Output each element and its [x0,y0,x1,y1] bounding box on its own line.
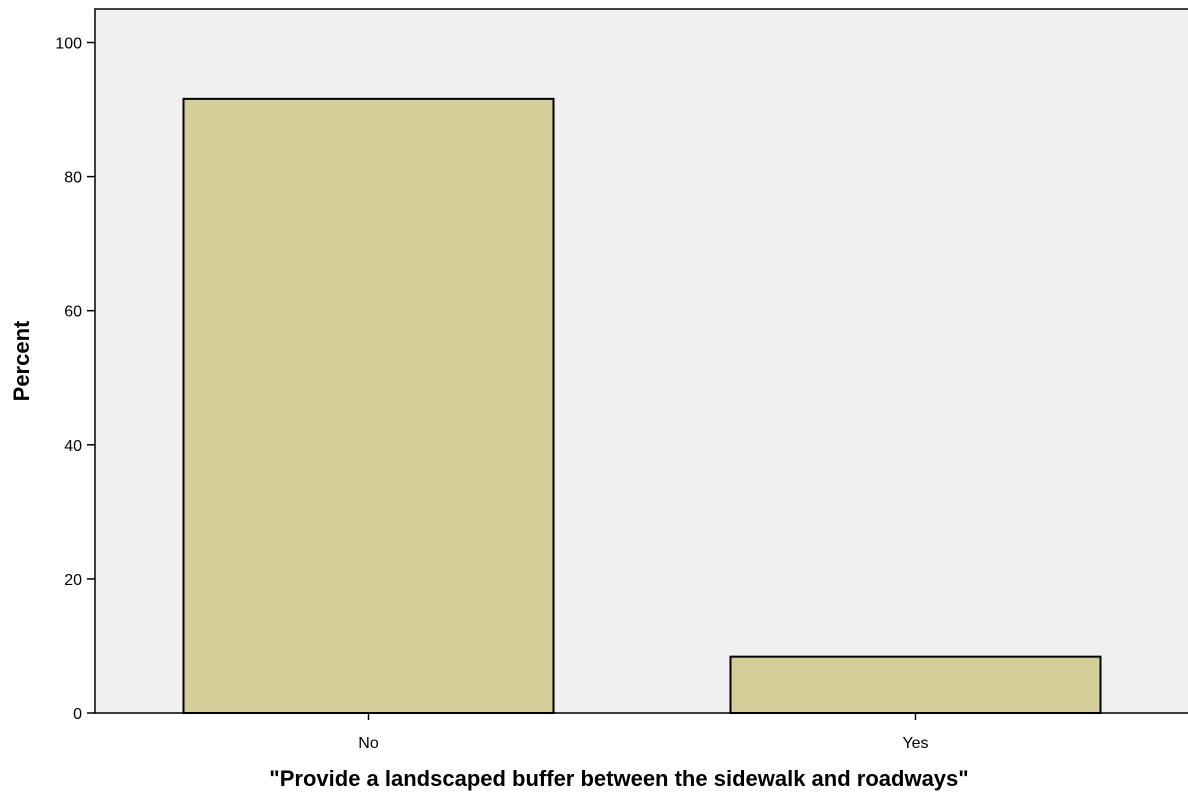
bar-yes [729,655,1102,714]
x-axis: No Yes [358,713,929,752]
y-tick-label-20: 20 [64,572,82,589]
x-axis-title: "Provide a landscaped buffer between the… [269,766,968,791]
y-tick-label-60: 60 [64,304,82,321]
y-tick-label-0: 0 [73,706,82,723]
x-tick-label-no: No [358,735,379,752]
y-tick-label-100: 100 [55,36,82,53]
y-axis: 0 20 40 60 80 100 [55,36,95,723]
y-axis-title: Percent [9,320,34,401]
x-tick-label-yes: Yes [902,735,928,752]
y-tick-label-40: 40 [64,438,82,455]
bar-no [182,97,555,714]
y-tick-label-80: 80 [64,170,82,187]
